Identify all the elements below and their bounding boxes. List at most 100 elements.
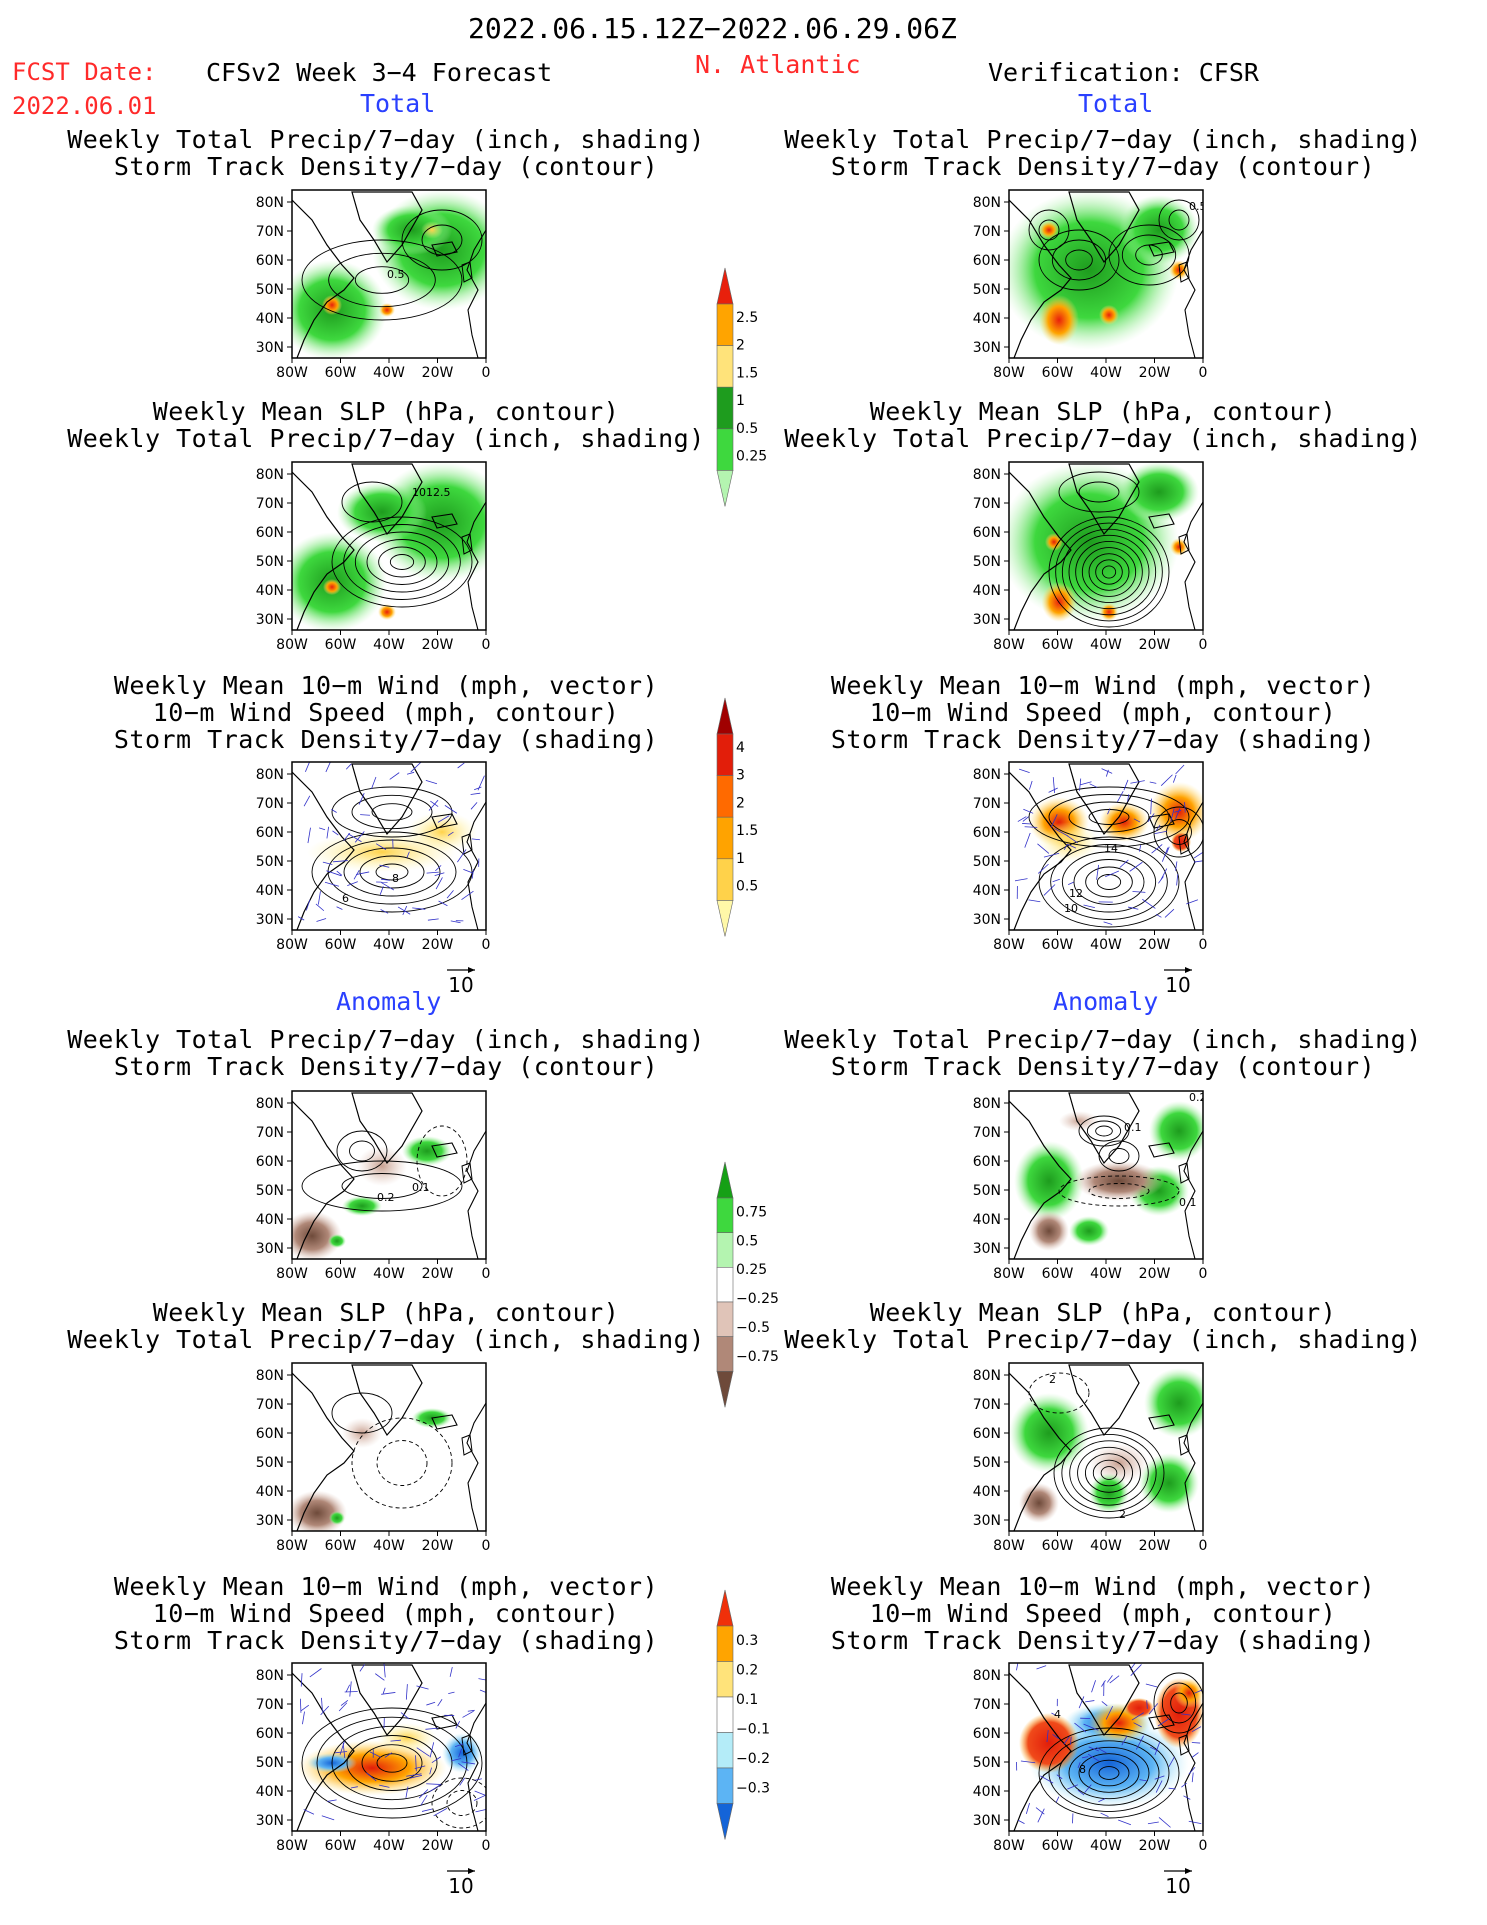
contour-line: [1158, 199, 1200, 241]
colorbar-segment: [716, 1232, 734, 1268]
contour-line: [431, 1777, 486, 1829]
lon-tick-label: 80W: [276, 1838, 308, 1854]
wind-vector: [1081, 1756, 1089, 1759]
wind-vector: [1101, 1680, 1106, 1687]
lat-tick-label: 80N: [973, 195, 1001, 211]
wind-vector: [1103, 921, 1113, 925]
wind-vector: [1127, 906, 1139, 910]
british-isles-coast: [1178, 833, 1190, 855]
lat-tick-label: 50N: [973, 1455, 1001, 1471]
wind-vector: [1133, 1722, 1142, 1728]
wind-vector: [303, 1809, 315, 1815]
title-right-r3: Weekly Mean 10−m Wind (mph, vector) 10−m …: [830, 671, 1376, 754]
wind-vector: [1129, 861, 1143, 872]
wind-vector: [345, 763, 352, 770]
wind-vector: [1050, 814, 1058, 828]
lat-tick-label: 80N: [973, 1368, 1001, 1384]
wind-vector: [471, 869, 474, 879]
wind-vector: [382, 1687, 386, 1694]
colorbar-segment: [716, 858, 734, 901]
wind-vector: [1145, 1683, 1158, 1688]
wind-vector: [358, 793, 365, 805]
lon-tick-label: 80W: [276, 637, 308, 653]
wind-vector: [451, 1758, 462, 1762]
wind-vector: [431, 1756, 442, 1764]
wind-vector: [418, 1789, 429, 1799]
fcst-date-value: 2022.06.01: [12, 92, 157, 120]
wind-vector: [1157, 1718, 1170, 1727]
shading-blob: [1039, 822, 1099, 862]
shading-blob: [337, 482, 427, 542]
contour-line: [1051, 239, 1107, 281]
contour-line: [1061, 528, 1157, 616]
colorbar-label: 1: [736, 851, 745, 867]
north-america-coast: [292, 199, 355, 358]
wind-vector: [1066, 835, 1078, 844]
shading-blob: [1009, 1393, 1089, 1473]
contour-line: [301, 1707, 483, 1819]
title-right-r4: Weekly Total Precip/7−day (inch, shading…: [784, 1025, 1422, 1081]
colorbar-segment: [716, 386, 734, 430]
title-left-r5: Weekly Mean SLP (hPa, contour) Weekly Tot…: [67, 1298, 705, 1354]
right-anomaly-label: Anomaly: [1053, 987, 1159, 1016]
wind-vector: [462, 1710, 474, 1718]
contour-line: [1168, 209, 1190, 231]
contour-line: [1058, 1740, 1160, 1806]
wind-vector: [384, 1752, 393, 1758]
wind-vector: [1037, 1808, 1045, 1823]
contour-line: [1153, 1672, 1203, 1734]
contour-line: [1050, 844, 1168, 920]
title-left-r1: Weekly Total Precip/7−day (inch, shading…: [67, 125, 705, 181]
wind-vector: [1151, 844, 1163, 854]
title-left-r6: Weekly Mean 10−m Wind (mph, vector) 10−m …: [113, 1572, 659, 1655]
contour-line: [421, 224, 463, 256]
lon-tick-label: 40W: [373, 1266, 405, 1282]
lat-tick-label: 60N: [256, 1426, 284, 1442]
contour-line: [331, 1725, 453, 1801]
map-panel-l-2: 6 8 80N 70N 60N 50N 40N 30N 80W 60W 40W 20W 0 10: [256, 761, 490, 997]
shading-blob: [421, 221, 443, 239]
wind-vector: [305, 899, 311, 911]
wind-vector: [1067, 843, 1077, 849]
iceland-coast: [1148, 813, 1175, 829]
colorbar-segment: [716, 1267, 734, 1303]
colorbar-segment: [716, 1197, 734, 1233]
lat-tick-label: 80N: [256, 767, 284, 783]
wind-vector: [467, 1709, 475, 1712]
wind-vector: [433, 1808, 448, 1817]
contour-line: [1153, 806, 1203, 858]
wind-vector: [319, 827, 326, 831]
north-america-coast: [292, 1672, 355, 1831]
contour-line: [354, 531, 450, 593]
wind-vector: [1155, 1780, 1163, 1793]
wind-vector: [1025, 1802, 1030, 1815]
wind-vector: [1067, 1784, 1078, 1790]
lon-tick-label: 80W: [993, 1838, 1025, 1854]
lon-tick-label: 20W: [422, 1538, 454, 1554]
contour-line: [1068, 801, 1150, 833]
wind-vector: [459, 1777, 466, 1786]
wind-vector: [1160, 774, 1173, 787]
colorbar-segment: [716, 1732, 734, 1769]
title-right-r6: Weekly Mean 10−m Wind (mph, vector) 10−m …: [830, 1572, 1376, 1655]
contour-line: [1098, 1766, 1120, 1780]
reference-vector-head: [1185, 967, 1192, 973]
contour-line: [416, 1125, 468, 1197]
wind-vector: [1146, 1700, 1148, 1709]
lon-tick-label: 40W: [373, 937, 405, 953]
contour-line: [1108, 224, 1190, 286]
colorbar-label: −0.5: [736, 1320, 770, 1336]
wind-vector: [1166, 846, 1170, 853]
iceland-coast: [431, 241, 458, 257]
contour-label: 1012.5: [412, 486, 451, 499]
lat-tick-label: 60N: [256, 1154, 284, 1170]
lat-tick-label: 50N: [256, 554, 284, 570]
colorbar-label: 3: [736, 768, 745, 784]
contour-line: [327, 839, 457, 905]
wind-vector: [1022, 823, 1032, 825]
wind-vector: [1168, 1787, 1176, 1790]
colorbar-total-precip: 2.5 2 1.5 1 0.5 0.25: [716, 267, 767, 507]
contour-line: [311, 831, 473, 913]
lat-tick-label: 60N: [256, 525, 284, 541]
map-panel-l-4: 80N 70N 60N 50N 40N 30N 80W 60W 40W 20W 0: [256, 1362, 490, 1554]
